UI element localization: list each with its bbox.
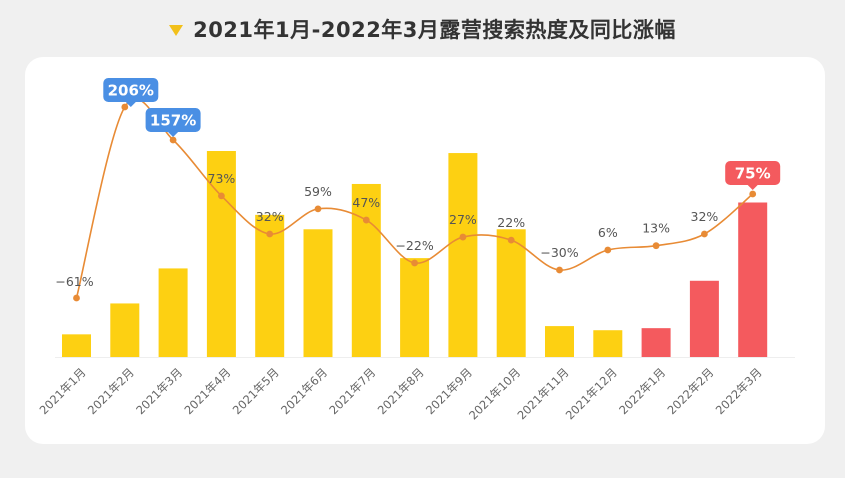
growth-point-13 <box>652 242 660 250</box>
bar-3 <box>158 268 188 357</box>
growth-point-7 <box>362 216 370 224</box>
x-tick-label-2: 2021年2月 <box>85 365 137 417</box>
bar-2 <box>110 303 140 357</box>
growth-point-12 <box>604 246 612 254</box>
growth-badge-label-2: 206% <box>108 82 154 100</box>
growth-point-8 <box>411 259 418 267</box>
growth-badge-3 <box>145 108 201 132</box>
bar-7 <box>351 183 381 357</box>
growth-label-9: 27% <box>449 212 477 227</box>
growth-label-5: 32% <box>256 209 284 224</box>
growth-label-1: −61% <box>55 274 93 289</box>
x-tick-label-9: 2021年9月 <box>423 365 475 417</box>
chart-title-bar: 2021年1月-2022年3月露营搜索热度及同比涨幅 <box>0 0 845 58</box>
bar-14 <box>689 280 719 357</box>
growth-badge-15 <box>725 161 781 185</box>
growth-label-10: 22% <box>497 215 525 230</box>
growth-point-2 <box>121 103 129 111</box>
chart-title: 2021年1月-2022年3月露营搜索热度及同比涨幅 <box>193 18 676 42</box>
bar-1 <box>62 334 91 357</box>
chart-card: −61% 73% 32% 59% 47% −22% 27% 22% −30% 6% 13% 32% 20… <box>25 57 825 444</box>
growth-point-11 <box>556 266 563 274</box>
x-tick-label-4: 2021年4月 <box>181 365 233 417</box>
growth-point-15 <box>749 190 757 198</box>
growth-label-13: 13% <box>642 221 670 236</box>
growth-point-5 <box>266 230 274 238</box>
growth-point-10 <box>507 236 515 244</box>
x-tick-label-7: 2021年7月 <box>326 365 378 417</box>
growth-badge-label-3: 157% <box>150 112 196 130</box>
growth-badge-pointer-3 <box>168 132 179 137</box>
bar-8 <box>400 258 430 357</box>
bar-13 <box>641 328 671 357</box>
x-tick-label-13: 2022年1月 <box>616 365 668 417</box>
bar-10 <box>496 229 526 357</box>
growth-badge-label-15: 75% <box>735 165 771 183</box>
combo-chart: −61% 73% 32% 59% 47% −22% 27% 22% −30% 6% 13% 32% 20… <box>37 78 795 422</box>
growth-label-4: 73% <box>208 171 236 186</box>
growth-label-14: 32% <box>691 209 719 224</box>
growth-label-12: 6% <box>598 225 618 240</box>
bar-6 <box>303 229 333 357</box>
growth-point-6 <box>314 205 322 213</box>
bar-9 <box>448 153 478 357</box>
bar-15 <box>738 202 768 357</box>
growth-point-9 <box>459 233 467 241</box>
triangle-down-icon <box>169 25 184 36</box>
growth-label-8: −22% <box>395 238 433 253</box>
growth-badge-2 <box>103 78 159 102</box>
growth-badge-pointer-2 <box>125 102 136 107</box>
growth-label-7: 47% <box>352 195 380 210</box>
x-tick-label-1: 2021年1月 <box>37 365 89 417</box>
growth-point-14 <box>701 230 708 238</box>
bar-12 <box>593 330 623 357</box>
growth-label-6: 59% <box>304 184 332 199</box>
growth-point-3 <box>169 136 177 144</box>
growth-label-11: −30% <box>540 245 578 260</box>
x-tick-label-15: 2022年3月 <box>713 365 765 417</box>
growth-point-4 <box>218 192 225 200</box>
x-tick-label-8: 2021年8月 <box>375 365 427 417</box>
x-tick-label-5: 2021年5月 <box>230 365 282 417</box>
growth-badge-pointer-15 <box>747 185 758 190</box>
x-tick-label-6: 2021年6月 <box>278 365 330 417</box>
bar-5 <box>255 214 285 357</box>
x-tick-label-3: 2021年3月 <box>133 365 185 417</box>
x-tick-label-12: 2021年12月 <box>563 365 620 422</box>
growth-point-1 <box>73 294 80 302</box>
bar-11 <box>545 326 574 357</box>
x-tick-label-14: 2022年2月 <box>664 365 716 417</box>
